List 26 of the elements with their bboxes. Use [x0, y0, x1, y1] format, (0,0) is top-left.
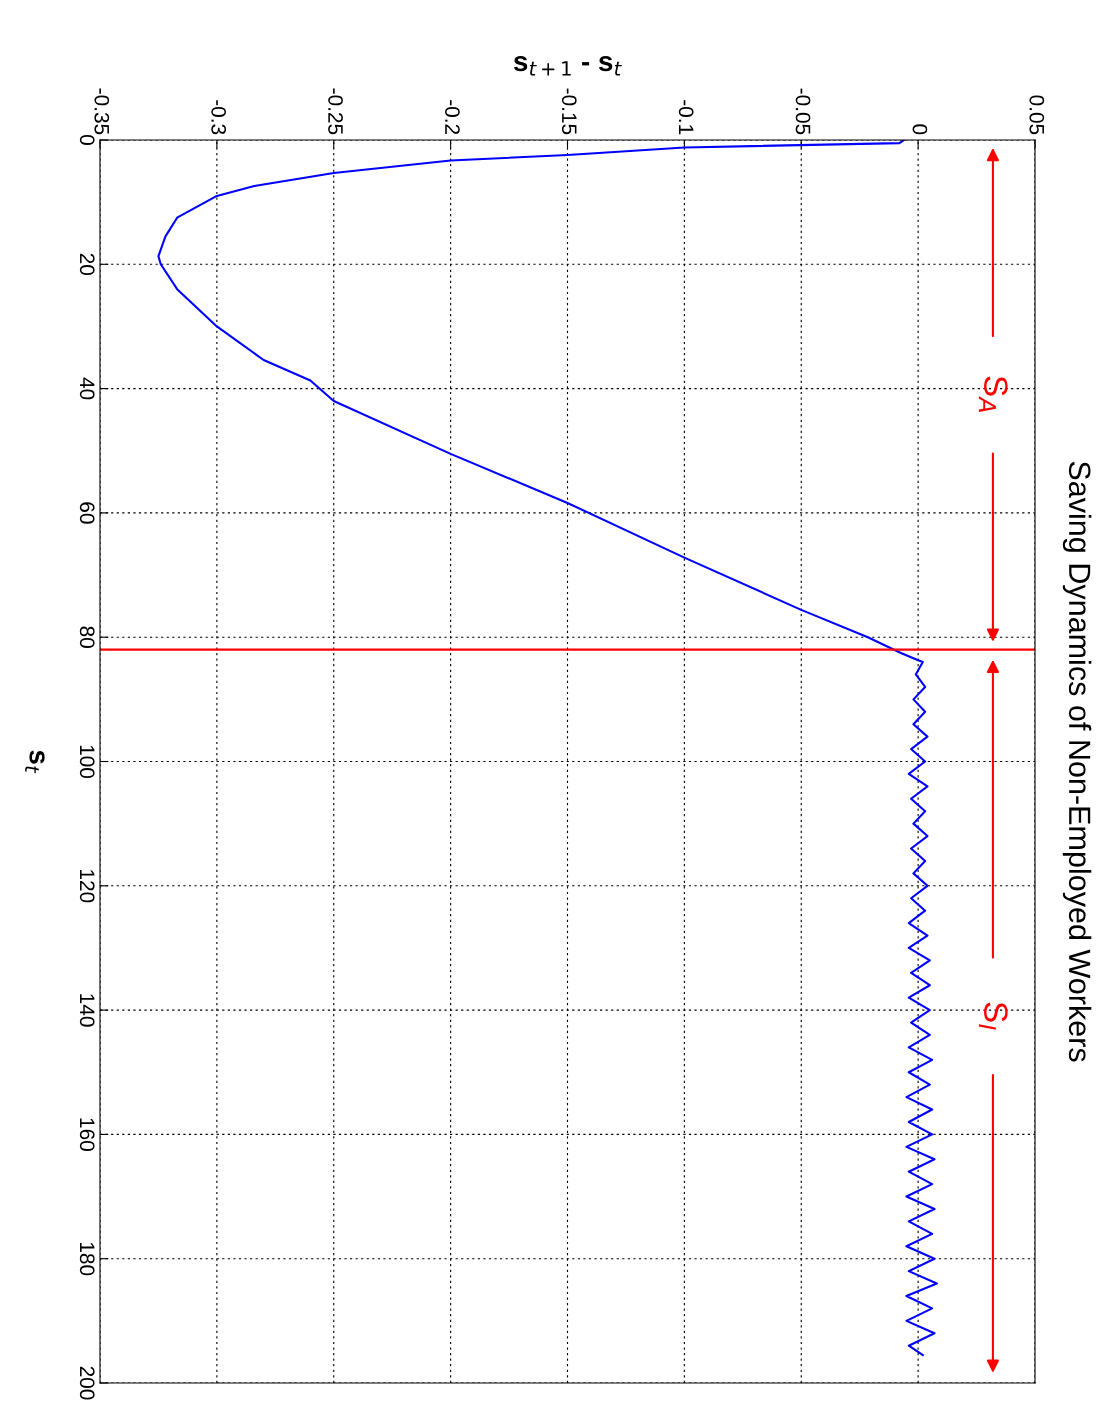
annotation: S$_{A}$ [978, 376, 1008, 412]
y-tick-label: 200 [79, 1366, 95, 1400]
x-tick-label: 0 [912, 124, 928, 135]
line-series [157, 140, 938, 1357]
y-tick-label: 180 [79, 1242, 95, 1276]
x-tick-label: -0.3 [211, 100, 227, 135]
x-tick-label: -0.1 [678, 100, 694, 135]
x-tick-label: -0.05 [795, 88, 811, 135]
x-axis-title: s$_{t+1}$ - s$_{t}$ [513, 55, 622, 76]
x-tick-label: 0.05 [1029, 95, 1045, 135]
y-tick-label: 80 [79, 626, 95, 648]
y-tick-label: 20 [79, 253, 95, 276]
text: Saving Dynamics of Non-Employed Workers [1062, 461, 1092, 1062]
y-tick-label: 160 [79, 1118, 95, 1151]
annotation: S$_{I}$ [978, 1002, 1008, 1030]
y-tick-label: 40 [79, 377, 95, 400]
y-tick-label: 0 [79, 135, 95, 145]
x-tick-label: -0.15 [561, 88, 577, 135]
y-tick-label: 60 [79, 502, 95, 524]
x-tick-label: -0.2 [445, 100, 460, 135]
x-tick-label: -0.25 [328, 88, 343, 135]
y-axis-title: s$_{t}$ [25, 750, 45, 774]
x-tick-label: -0.35 [94, 88, 110, 135]
y-tick-label: 120 [79, 870, 95, 903]
y-tick-label: 140 [79, 994, 95, 1027]
y-tick-label: 100 [79, 745, 95, 779]
